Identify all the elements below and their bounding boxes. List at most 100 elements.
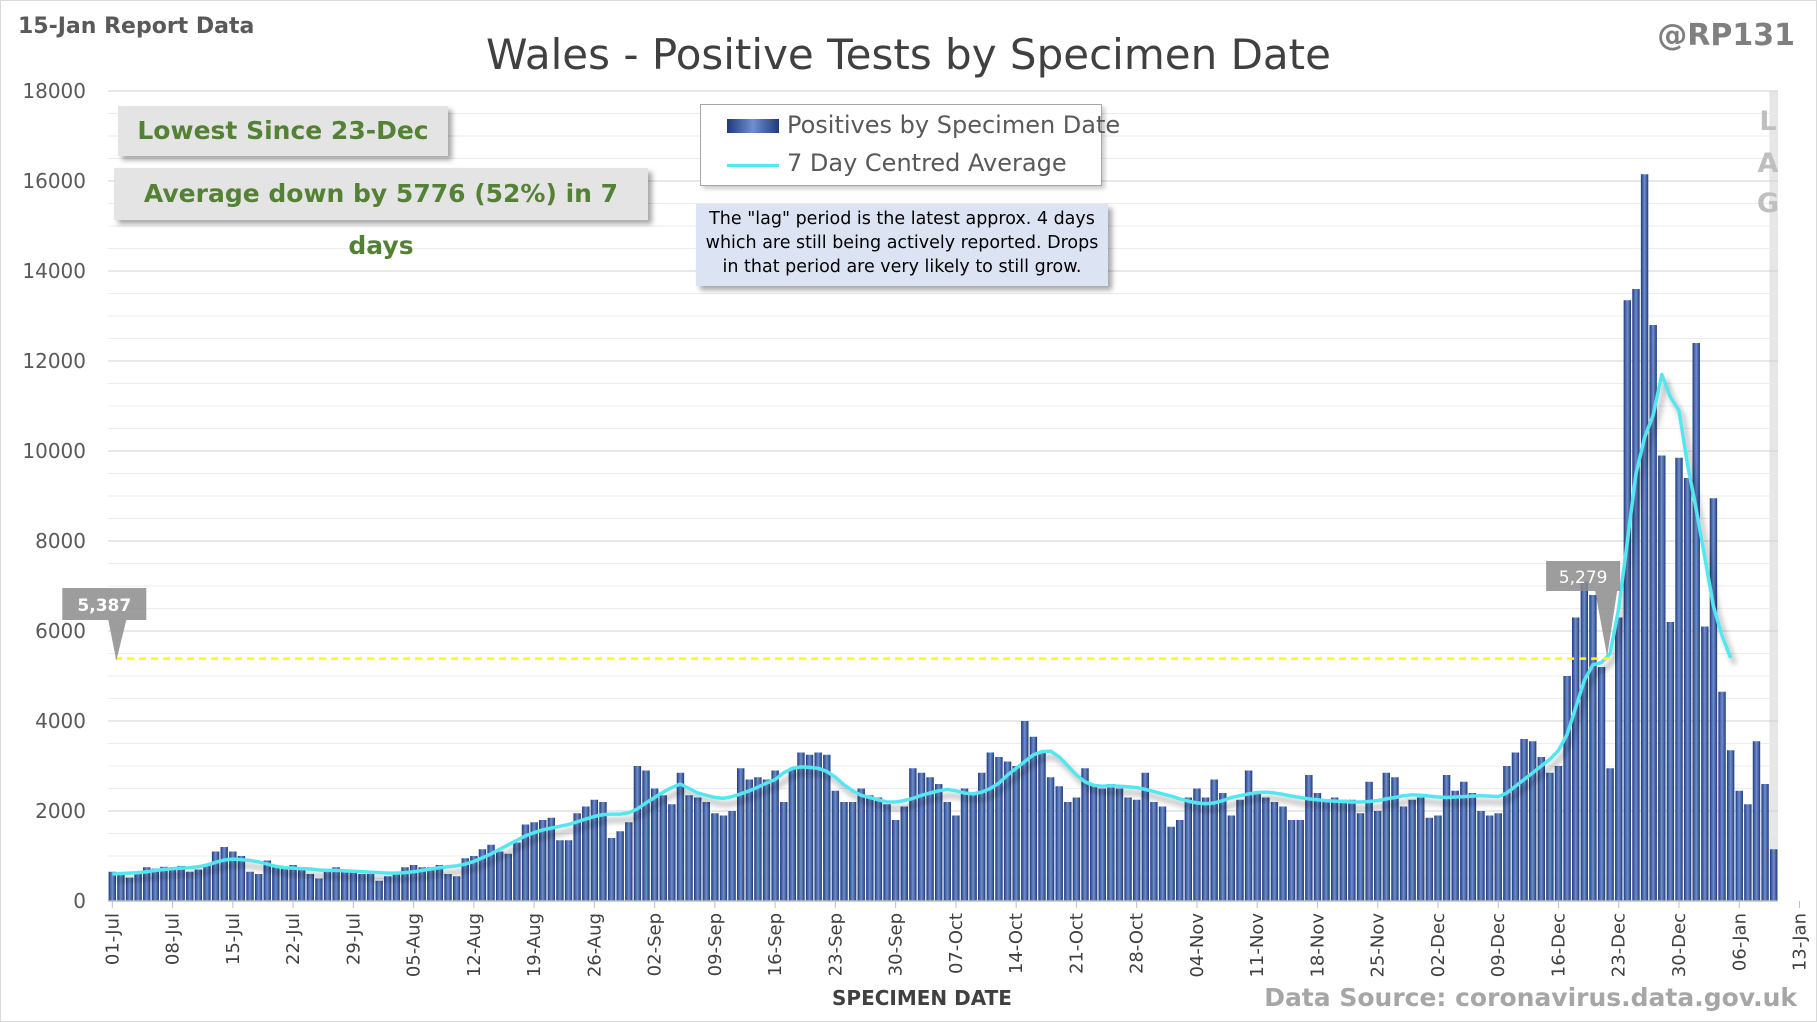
bar: [1339, 799, 1347, 901]
bar: [220, 847, 228, 901]
y-tick-label: 16000: [22, 169, 86, 193]
bar: [1434, 815, 1442, 901]
bar: [1623, 300, 1632, 901]
bar: [1597, 667, 1606, 901]
bar: [676, 772, 685, 901]
x-tick-label: 02-Sep: [645, 913, 666, 976]
bar: [143, 867, 151, 901]
bar: [814, 752, 822, 901]
bar: [771, 770, 779, 901]
bar: [823, 754, 831, 901]
bar: [762, 779, 771, 901]
bar: [246, 871, 254, 901]
lag-letter-l: L: [1759, 106, 1777, 137]
y-tick-label: 18000: [22, 79, 86, 103]
bar: [1692, 343, 1700, 901]
annotation-label-5279: 5,279: [1559, 568, 1608, 588]
bar: [211, 851, 220, 901]
bar: [1141, 772, 1149, 901]
bar: [1701, 626, 1709, 901]
bar: [108, 871, 117, 901]
bar: [1124, 797, 1132, 901]
bar: [1537, 757, 1545, 901]
bar: [194, 869, 203, 901]
bar: [1606, 768, 1614, 901]
bar: [926, 777, 934, 901]
bar: [848, 802, 857, 901]
annotation-callout-5279: [1546, 561, 1621, 657]
bar: [719, 815, 728, 901]
x-tick-label: 13-Jan: [1790, 913, 1811, 971]
lag-note-line-1: The "lag" period is the latest approx. 4…: [709, 209, 1095, 229]
x-tick-label: 09-Sep: [705, 913, 726, 976]
bar: [1348, 799, 1356, 901]
bar: [1580, 581, 1589, 901]
bar: [1236, 799, 1244, 901]
bar: [289, 865, 297, 901]
bar: [891, 820, 900, 901]
bar: [969, 793, 977, 901]
x-tick-label: 22-Jul: [283, 913, 304, 965]
bar: [1632, 289, 1640, 901]
bar: [556, 840, 564, 901]
bar: [668, 804, 676, 901]
bar: [1132, 799, 1141, 901]
bar: [495, 851, 504, 901]
lag-letter-g: G: [1756, 188, 1780, 219]
bar: [737, 768, 745, 901]
bar: [1055, 786, 1063, 901]
bar: [280, 867, 289, 901]
x-tick-label: 28-Oct: [1127, 913, 1148, 974]
legend-line-swatch: [727, 164, 779, 167]
bar: [1262, 797, 1270, 901]
bar: [366, 874, 375, 901]
x-tick-label: 15-Jul: [223, 913, 244, 965]
lag-letter-a: A: [1757, 148, 1779, 179]
y-tick-label: 4000: [35, 709, 86, 733]
bar: [323, 869, 332, 901]
report-date-label: 15-Jan Report Data: [18, 14, 255, 39]
legend-bar-swatch: [727, 119, 779, 133]
bar: [1365, 781, 1373, 901]
bar: [564, 840, 573, 901]
legend-bars-label: Positives by Specimen Date: [787, 111, 1121, 139]
bar: [590, 799, 599, 901]
lag-note-line-3: in that period are very likely to still …: [722, 257, 1082, 277]
bar: [745, 779, 754, 901]
bar: [1520, 739, 1528, 901]
lowest-since-callout: Lowest Since 23-Dec: [118, 106, 448, 156]
average-change-callout: Average down by 5776 (52%) in 7 days: [114, 168, 648, 260]
bar: [470, 856, 478, 901]
bar: [427, 867, 435, 901]
bar: [1572, 617, 1580, 901]
bar: [444, 874, 452, 901]
bar: [306, 874, 314, 901]
x-tick-label: 18-Nov: [1307, 913, 1328, 978]
bar: [1477, 811, 1485, 901]
bar: [1279, 806, 1287, 901]
bar: [1494, 813, 1502, 901]
x-tick-label: 23-Dec: [1609, 913, 1630, 977]
bar: [960, 788, 969, 901]
bar: [599, 802, 607, 901]
bar: [168, 869, 177, 901]
bar: [1184, 797, 1193, 901]
bar: [229, 851, 237, 901]
bar: [1356, 813, 1365, 901]
bar: [1528, 741, 1537, 901]
bar: [874, 797, 883, 901]
bar: [1098, 788, 1106, 901]
bar: [1425, 817, 1434, 901]
bar: [1253, 793, 1261, 901]
bar: [917, 772, 926, 901]
bar: [186, 871, 194, 901]
bar: [840, 802, 848, 901]
bar: [1649, 325, 1657, 901]
bar: [358, 874, 366, 901]
bar: [1158, 806, 1167, 901]
bar: [315, 878, 323, 901]
bar: [1666, 622, 1675, 901]
chart-legend: Positives by Specimen Date 7 Day Centred…: [700, 104, 1120, 186]
bar: [1503, 766, 1511, 901]
